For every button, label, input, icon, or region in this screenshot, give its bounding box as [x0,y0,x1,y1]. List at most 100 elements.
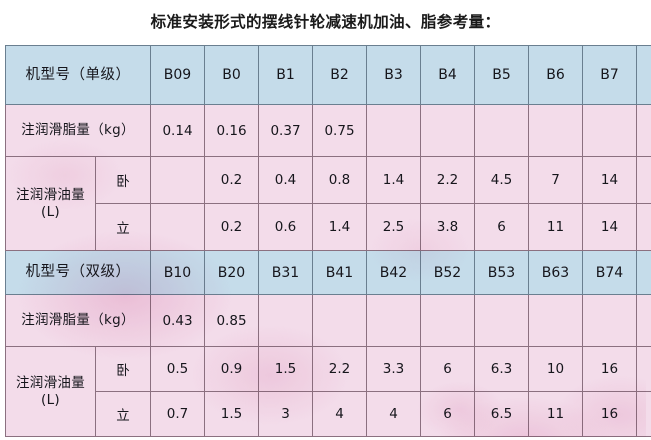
oil-v-cell-s2: 0.6 [258,203,313,251]
sub-label-horizontal-double: 卧 [95,346,151,392]
oil-h-cell-d2: 1.5 [258,346,313,392]
sub-label-horizontal-single: 卧 [95,156,151,204]
model-cell-s8: B7 [582,45,637,105]
oil-h-cell-s1: 0.2 [204,156,259,204]
oil-v-cell-d5: 6 [420,391,475,437]
row-label-model-double: 机型号（双级） [5,250,151,295]
model-cell-d0: B10 [150,250,205,295]
grease-cell-d9 [636,294,651,347]
model-cell-d4: B42 [366,250,421,295]
row-label-oil-single: 注润滑油量 (L) [5,156,96,251]
row-label-oil-double-line2: (L) [41,391,60,408]
spec-table-container: 机型号（单级） B09 B0 B1 B2 B3 B4 B5 B6 B7 B8 注… [5,45,651,437]
oil-h-cell-d6: 6.3 [474,346,529,392]
model-cell-s7: B6 [528,45,583,105]
grease-cell-d7 [528,294,583,347]
oil-v-cell-s7: 11 [528,203,583,251]
model-cell-s1: B0 [204,45,259,105]
oil-h-cell-d5: 6 [420,346,475,392]
grease-cell-s6 [474,104,529,157]
oil-v-cell-d4: 4 [366,391,421,437]
oil-v-cell-d6: 6.5 [474,391,529,437]
row-label-grease-double: 注润滑脂量（kg） [5,294,151,347]
oil-v-cell-s0 [150,203,205,251]
model-cell-d9: B84 [636,250,651,295]
model-cell-s2: B1 [258,45,313,105]
row-label-oil-single-line1: 注润滑油量 [16,186,85,203]
page-title: 标准安装形式的摆线针轮减速机加油、脂参考量： [150,13,501,31]
oil-v-cell-s3: 1.4 [312,203,367,251]
oil-v-cell-d1: 1.5 [204,391,259,437]
oil-h-cell-s3: 0.8 [312,156,367,204]
oil-h-cell-s4: 1.4 [366,156,421,204]
table-row-oil-horizontal-double: 注润滑油量 (L) 卧 0.5 0.9 1.5 2.2 3.3 6 6.3 10… [5,346,651,437]
oil-h-cell-d0: 0.5 [150,346,205,392]
model-cell-s6: B5 [474,45,529,105]
oil-v-cell-d9: 35 [636,391,651,437]
grease-cell-d8 [582,294,637,347]
oil-h-cell-d1: 0.9 [204,346,259,392]
grease-cell-d2 [258,294,313,347]
oil-v-cell-s5: 3.8 [420,203,475,251]
oil-h-cell-s5: 2.2 [420,156,475,204]
oil-h-cell-s0 [150,156,205,204]
grease-cell-s5 [420,104,475,157]
oil-h-cell-s8: 14 [582,156,637,204]
model-cell-s4: B3 [366,45,421,105]
oil-v-cell-s9: 30 [636,203,651,251]
row-label-oil-single-line2: (L) [41,203,60,220]
oil-v-cell-s8: 14 [582,203,637,251]
sub-label-vertical-single: 立 [95,203,151,251]
oil-h-cell-s9: 30 [636,156,651,204]
oil-h-cell-s6: 4.5 [474,156,529,204]
grease-cell-s4 [366,104,421,157]
model-cell-d8: B74 [582,250,637,295]
grease-cell-d6 [474,294,529,347]
model-cell-s0: B09 [150,45,205,105]
oil-v-cell-d3: 4 [312,391,367,437]
grease-cell-s2: 0.37 [258,104,313,157]
grease-cell-d0: 0.43 [150,294,205,347]
model-cell-s9: B8 [636,45,651,105]
row-label-model-single: 机型号（单级） [5,45,151,105]
table-row-grease-double: 注润滑脂量（kg） 0.43 0.85 [5,294,651,347]
grease-cell-d4 [366,294,421,347]
grease-cell-s8 [582,104,637,157]
oil-v-cell-s6: 6 [474,203,529,251]
grease-cell-d5 [420,294,475,347]
model-cell-d1: B20 [204,250,259,295]
oil-h-cell-s7: 7 [528,156,583,204]
grease-cell-s7 [528,104,583,157]
sub-label-vertical-double: 立 [95,391,151,437]
table-row-oil-horizontal-single: 注润滑油量 (L) 卧 0.2 0.4 0.8 1.4 2.2 4.5 7 14… [5,156,651,251]
oil-h-cell-s2: 0.4 [258,156,313,204]
model-cell-s3: B2 [312,45,367,105]
oil-v-cell-d8: 16 [582,391,637,437]
oil-v-cell-d2: 3 [258,391,313,437]
grease-cell-s0: 0.14 [150,104,205,157]
grease-cell-d3 [312,294,367,347]
row-label-grease-single: 注润滑脂量（kg） [5,104,151,157]
oil-h-cell-d7: 10 [528,346,583,392]
model-cell-d2: B31 [258,250,313,295]
table-row-oil-vertical-single: 立 0.2 0.6 1.4 2.5 3.8 6 11 14 30 [6,203,651,251]
oil-v-cell-s1: 0.2 [204,203,259,251]
model-cell-d6: B53 [474,250,529,295]
oil-h-cell-d3: 2.2 [312,346,367,392]
table-row-oil-vertical-double: 立 0.7 1.5 3 4 4 6 6.5 11 16 35 [6,391,651,437]
row-label-oil-double-line1: 注润滑油量 [16,374,85,391]
lubrication-spec-table: 机型号（单级） B09 B0 B1 B2 B3 B4 B5 B6 B7 B8 注… [5,45,651,437]
row-label-oil-double: 注润滑油量 (L) [5,346,96,437]
oil-v-cell-d0: 0.7 [150,391,205,437]
oil-h-cell-d4: 3.3 [366,346,421,392]
grease-cell-s1: 0.16 [204,104,259,157]
model-cell-s5: B4 [420,45,475,105]
grease-cell-d1: 0.85 [204,294,259,347]
model-cell-d7: B63 [528,250,583,295]
oil-h-cell-d8: 16 [582,346,637,392]
model-cell-d5: B52 [420,250,475,295]
model-cell-d3: B41 [312,250,367,295]
grease-cell-s3: 0.75 [312,104,367,157]
oil-v-cell-d7: 11 [528,391,583,437]
table-row-model-single: 机型号（单级） B09 B0 B1 B2 B3 B4 B5 B6 B7 B8 [5,45,651,105]
